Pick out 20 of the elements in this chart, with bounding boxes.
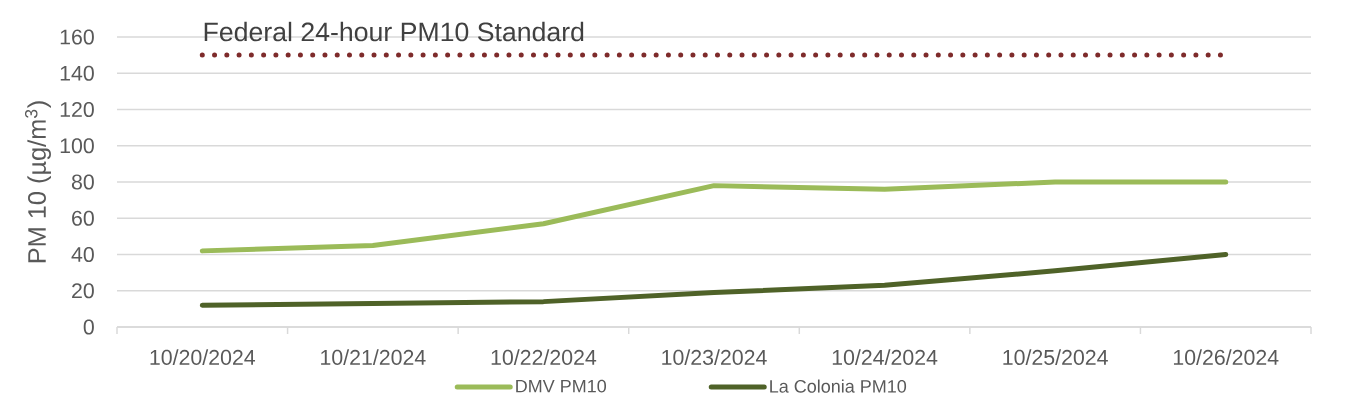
y-tick-label: 120 bbox=[60, 101, 94, 118]
x-tick-label: 10/23/2024 bbox=[662, 349, 767, 365]
y-axis-title: PM 10 (µg/m$^{3}$) bbox=[24, 101, 51, 263]
legend-label: DMV PM10 bbox=[516, 379, 607, 393]
legend-label: La Colonia PM10 bbox=[770, 379, 907, 393]
y-tick-label: 140 bbox=[60, 65, 94, 81]
y-tick-label: 60 bbox=[72, 210, 94, 226]
y-tick-label: 160 bbox=[60, 29, 94, 45]
y-tick-label: 0 bbox=[83, 319, 94, 335]
x-tick-label: 10/25/2024 bbox=[1003, 349, 1108, 365]
x-tick-label: 10/26/2024 bbox=[1173, 349, 1279, 365]
y-tick-label: 40 bbox=[71, 246, 94, 263]
y-tick-label: 80 bbox=[71, 174, 94, 190]
y-tick-label: 20 bbox=[72, 283, 94, 299]
x-tick-label: 10/21/2024 bbox=[321, 349, 426, 365]
x-tick-label: 10/20/2024 bbox=[150, 349, 256, 365]
y-tick-label: 100 bbox=[60, 138, 94, 154]
x-tick-label: 10/24/2024 bbox=[832, 349, 938, 365]
x-tick-label: 10/22/2024 bbox=[491, 349, 597, 365]
ref-line-label: Federal 24-hour PM10 Standard bbox=[204, 21, 584, 42]
